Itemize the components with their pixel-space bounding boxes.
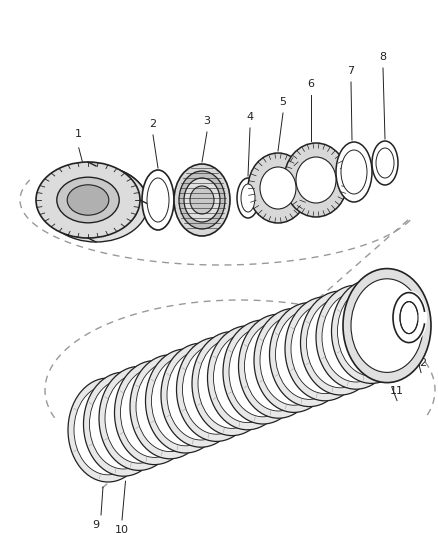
Ellipse shape <box>130 355 210 459</box>
Ellipse shape <box>316 285 396 389</box>
Ellipse shape <box>341 150 367 194</box>
Ellipse shape <box>376 148 394 178</box>
Ellipse shape <box>393 293 425 343</box>
Ellipse shape <box>300 291 381 395</box>
Ellipse shape <box>183 345 251 434</box>
Text: 7: 7 <box>347 66 355 76</box>
Ellipse shape <box>36 162 140 238</box>
Text: 12: 12 <box>414 358 428 368</box>
Ellipse shape <box>332 279 411 383</box>
Ellipse shape <box>296 157 336 203</box>
Ellipse shape <box>136 362 204 451</box>
Ellipse shape <box>152 356 219 446</box>
Ellipse shape <box>269 303 350 407</box>
Ellipse shape <box>343 269 431 383</box>
Ellipse shape <box>213 333 282 423</box>
Ellipse shape <box>239 314 318 418</box>
Text: 9: 9 <box>92 520 99 530</box>
Ellipse shape <box>147 178 169 222</box>
Ellipse shape <box>167 350 235 440</box>
Ellipse shape <box>44 166 148 242</box>
Ellipse shape <box>190 186 214 214</box>
Text: 4: 4 <box>247 112 254 122</box>
Ellipse shape <box>179 171 225 229</box>
Ellipse shape <box>74 385 142 475</box>
Ellipse shape <box>307 298 374 388</box>
Ellipse shape <box>89 379 158 469</box>
Ellipse shape <box>248 153 308 223</box>
Ellipse shape <box>84 372 163 476</box>
Ellipse shape <box>372 141 398 185</box>
Ellipse shape <box>145 349 226 453</box>
Text: 11: 11 <box>390 385 404 395</box>
Ellipse shape <box>67 185 109 215</box>
Ellipse shape <box>237 178 259 218</box>
Ellipse shape <box>142 170 174 230</box>
Ellipse shape <box>198 339 266 429</box>
Ellipse shape <box>351 279 423 373</box>
Ellipse shape <box>208 326 287 430</box>
Ellipse shape <box>291 304 359 393</box>
Ellipse shape <box>285 297 365 401</box>
Ellipse shape <box>184 178 220 222</box>
Ellipse shape <box>177 337 257 441</box>
Ellipse shape <box>120 368 188 457</box>
Text: 3: 3 <box>204 116 211 126</box>
Ellipse shape <box>161 343 241 447</box>
Ellipse shape <box>276 310 343 399</box>
Ellipse shape <box>241 184 255 212</box>
Ellipse shape <box>68 378 148 482</box>
Ellipse shape <box>99 366 179 471</box>
Ellipse shape <box>338 287 406 376</box>
Ellipse shape <box>260 316 328 405</box>
Text: 6: 6 <box>307 79 314 89</box>
Ellipse shape <box>192 332 272 435</box>
Text: 5: 5 <box>279 97 286 107</box>
Text: 2: 2 <box>149 119 156 129</box>
Ellipse shape <box>105 374 173 463</box>
Ellipse shape <box>114 361 194 465</box>
Text: 1: 1 <box>74 129 81 139</box>
Ellipse shape <box>284 143 348 217</box>
Ellipse shape <box>57 177 119 223</box>
Text: 8: 8 <box>379 52 387 62</box>
Ellipse shape <box>229 327 297 417</box>
Ellipse shape <box>223 320 303 424</box>
Text: 10: 10 <box>115 525 129 533</box>
Ellipse shape <box>244 321 312 411</box>
Ellipse shape <box>322 293 390 382</box>
Ellipse shape <box>254 309 334 413</box>
Ellipse shape <box>336 142 372 202</box>
Ellipse shape <box>260 167 296 209</box>
Ellipse shape <box>174 164 230 236</box>
